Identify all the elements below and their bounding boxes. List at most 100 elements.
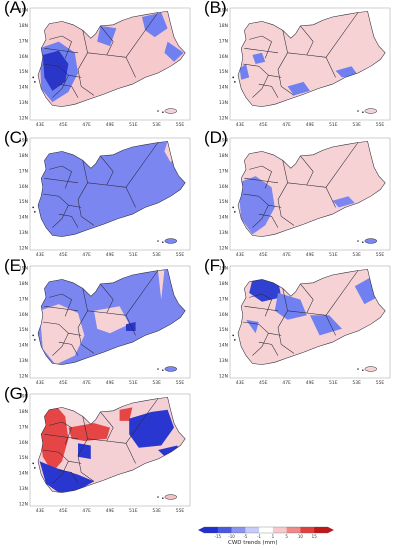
admin-border-4 <box>87 52 136 78</box>
lon-tick-label: 51E <box>129 380 138 386</box>
lat-tick-label: 18N <box>19 23 28 29</box>
panel-label: (G) <box>4 384 29 403</box>
admin-border-5 <box>100 411 114 442</box>
lat-tick-label: 16N <box>19 440 28 446</box>
trend-region-0 <box>238 176 275 235</box>
lon-tick-label: 53E <box>152 380 161 386</box>
map-panel-c: 19N 18N 17N 16N 15N 14N 13N 12N 43E 45E 47E 49E 51E 5… <box>0 128 196 258</box>
trend-region-0 <box>249 279 282 302</box>
admin-border-5 <box>100 283 114 314</box>
lon-tick-label: 47E <box>282 252 291 258</box>
colorbar-tick-label: 1 <box>272 534 275 539</box>
colorbar-swatch <box>217 527 232 533</box>
lat-tick-label: 14N <box>219 215 228 221</box>
lat-tick-label: 19N <box>219 266 228 272</box>
colorbar-outline <box>203 526 329 534</box>
admin-border-7 <box>49 293 72 317</box>
small-island-1 <box>162 241 164 243</box>
socotra-island <box>364 108 378 114</box>
trend-region-0 <box>252 52 266 64</box>
lon-tick-label: 43E <box>36 122 45 128</box>
admin-border-2 <box>242 321 269 356</box>
lon-tick-label: 45E <box>259 252 268 258</box>
trend-region-1 <box>274 292 307 320</box>
lon-tick-label: 45E <box>59 508 68 514</box>
map-panel-f: 19N 18N 17N 16N 15N 14N 13N 12N 43E 45E 47E 49E 51E 5… <box>200 256 396 386</box>
socotra-island <box>164 238 178 244</box>
map-panel-e: 19N 18N 17N 16N 15N 14N 13N 12N 43E 45E 47E 49E 51E 5… <box>0 256 196 386</box>
lon-tick-label: 47E <box>82 508 91 514</box>
yemen-map-d: 19N 18N 17N 16N 15N 14N 13N 12N 43E 45E 47E 49E 51E 5… <box>219 138 391 258</box>
small-island-0 <box>157 496 159 498</box>
lat-tick-label: 12N <box>219 116 228 122</box>
admin-border-6 <box>125 12 159 58</box>
admin-border-5 <box>100 155 114 186</box>
socotra-island <box>164 366 178 372</box>
lat-tick-label: 17N <box>19 296 28 302</box>
lat-tick-label: 12N <box>19 246 28 252</box>
lon-tick-label: 45E <box>59 252 68 258</box>
lat-tick-label: 12N <box>19 502 28 508</box>
lat-tick-label: 17N <box>19 424 28 430</box>
lat-tick-label: 17N <box>219 296 228 302</box>
lon-tick-label: 55E <box>176 380 185 386</box>
yemen-map-f: 19N 18N 17N 16N 15N 14N 13N 12N 43E 45E 47E 49E 51E 5… <box>219 266 391 386</box>
lon-tick-label: 47E <box>282 380 291 386</box>
country-fill <box>238 11 386 107</box>
country-fill <box>38 141 186 237</box>
lon-tick-label: 49E <box>106 252 115 258</box>
admin-border-5 <box>300 155 314 186</box>
red-sea-island-0 <box>232 206 235 209</box>
lat-tick-label: 13N <box>19 486 28 492</box>
lon-tick-label: 51E <box>129 508 138 514</box>
admin-border-7 <box>249 165 272 189</box>
admin-border-6 <box>125 270 159 316</box>
lon-tick-label: 53E <box>352 122 361 128</box>
red-sea-island-1 <box>33 81 36 83</box>
admin-border-4 <box>287 182 336 208</box>
lon-tick-label: 45E <box>259 380 268 386</box>
lon-tick-label: 47E <box>82 380 91 386</box>
lon-tick-label: 51E <box>329 122 338 128</box>
admin-border-3 <box>268 332 282 336</box>
lat-tick-label: 12N <box>219 246 228 252</box>
yemen-map-a: 19N 18N 17N 16N 15N 14N 13N 12N 43E 45E 47E 49E 51E 5… <box>19 8 191 128</box>
lat-tick-label: 19N <box>19 266 28 272</box>
lon-tick-label: 43E <box>36 380 45 386</box>
admin-border-8 <box>258 83 279 98</box>
lon-tick-label: 45E <box>59 380 68 386</box>
country-fill <box>238 141 386 237</box>
admin-border-5 <box>300 25 314 56</box>
admin-border-1 <box>44 434 79 440</box>
colorbar-tick-label: -15 <box>215 534 222 539</box>
lat-tick-label: 18N <box>219 281 228 287</box>
admin-border-3 <box>68 332 82 336</box>
lon-tick-label: 47E <box>282 122 291 128</box>
small-island-0 <box>357 110 359 112</box>
country-outline <box>237 269 386 365</box>
red-sea-island-1 <box>233 339 236 341</box>
lon-tick-label: 55E <box>176 122 185 128</box>
admin-border-1 <box>44 306 79 312</box>
trend-region-6 <box>158 445 181 459</box>
lat-tick-label: 15N <box>19 69 28 75</box>
lat-tick-label: 13N <box>19 358 28 364</box>
lat-tick-label: 18N <box>19 281 28 287</box>
trend-region-5 <box>78 443 91 459</box>
map-panel-g: 19N 18N 17N 16N 15N 14N 13N 12N 43E 45E 47E 49E 51E 5… <box>0 384 196 514</box>
admin-border-8 <box>258 341 279 356</box>
admin-border-7 <box>49 165 72 189</box>
trend-region-2 <box>119 407 133 421</box>
colorbar-tick-label: -5 <box>243 534 247 539</box>
country-outline <box>37 269 186 365</box>
colorbar-tick-label: -10 <box>228 534 235 539</box>
admin-border-1 <box>44 48 79 54</box>
lon-tick-label: 49E <box>306 252 315 258</box>
admin-border-8 <box>58 83 79 98</box>
colorbar: -15 -10 -5 -1 1 5 10 15 <box>196 525 336 545</box>
red-sea-island-1 <box>233 211 236 213</box>
socotra-island <box>164 494 178 500</box>
lat-tick-label: 13N <box>19 100 28 106</box>
lon-tick-label: 49E <box>106 508 115 514</box>
lat-tick-label: 15N <box>19 199 28 205</box>
